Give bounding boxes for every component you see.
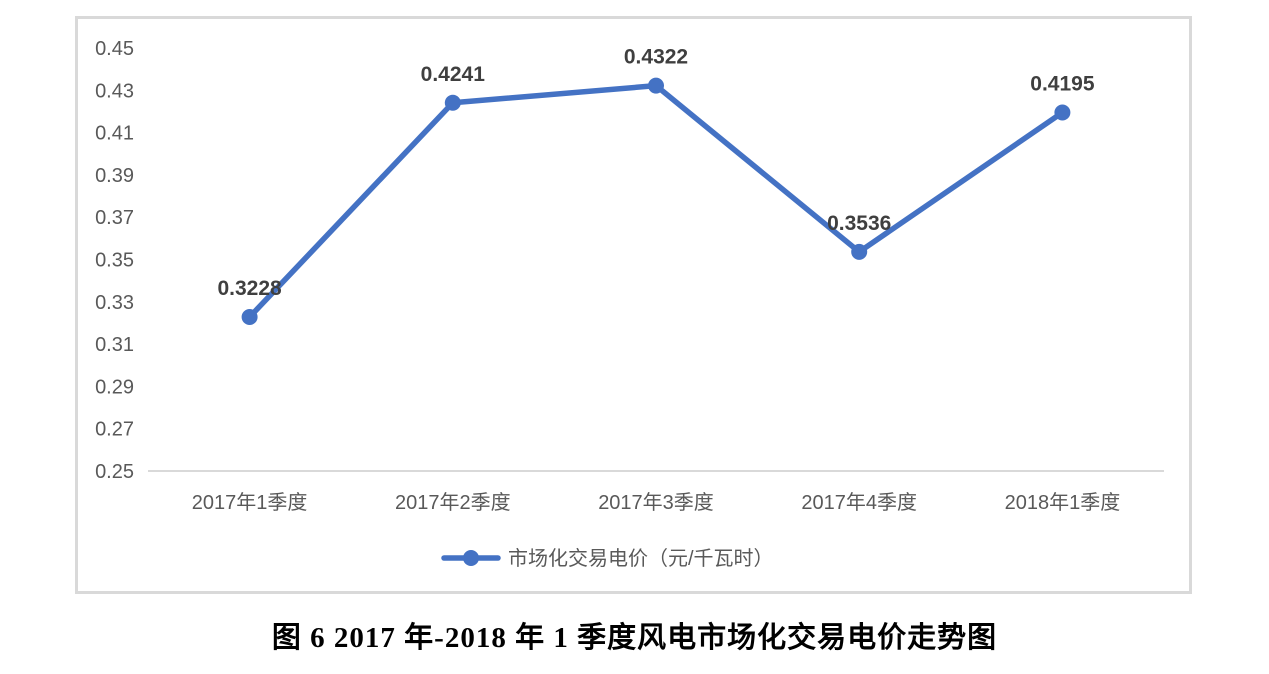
figure-caption: 图 6 2017 年-2018 年 1 季度风电市场化交易电价走势图	[271, 622, 998, 654]
y-tick-label: 0.39	[95, 165, 134, 187]
x-axis-label: 2018年1季度	[1005, 491, 1121, 514]
data-label: 0.4241	[421, 63, 486, 86]
series-line	[246, 82, 1066, 320]
y-tick-label: 0.35	[95, 250, 134, 272]
data-point-marker[interactable]	[241, 309, 258, 326]
data-point-marker[interactable]	[648, 77, 664, 94]
data-label: 0.3228	[217, 277, 282, 300]
legend-label: 市场化交易电价（元/千瓦时）	[508, 547, 774, 570]
y-tick-label: 0.31	[95, 334, 134, 356]
y-tick-label: 0.29	[95, 376, 134, 398]
data-label: 0.4195	[1030, 73, 1095, 96]
y-tick-label: 0.25	[95, 461, 134, 483]
x-axis-label: 2017年2季度	[395, 491, 511, 514]
data-label: 0.3536	[827, 212, 891, 235]
y-tick-label: 0.45	[95, 38, 134, 60]
y-tick-label: 0.37	[95, 207, 134, 229]
data-point-marker[interactable]	[851, 243, 868, 260]
line-chart: 0.45 0.43 0.41 0.39 0.37 0.35 0.33 0.31 0.29 0.27…	[95, 38, 1164, 570]
legend-marker-icon	[463, 550, 479, 566]
y-tick-label: 0.43	[95, 80, 134, 102]
y-tick-label: 0.27	[95, 419, 134, 441]
x-axis-label: 2017年4季度	[801, 491, 917, 514]
x-axis-label: 2017年3季度	[598, 491, 714, 514]
chart-frame: 0.45 0.43 0.41 0.39 0.37 0.35 0.33 0.31 0.29 0.27…	[75, 16, 1192, 594]
data-point-marker[interactable]	[1054, 104, 1071, 121]
x-axis-label: 2017年1季度	[192, 491, 308, 514]
data-point-marker[interactable]	[444, 94, 461, 111]
y-tick-label: 0.33	[95, 292, 134, 314]
y-tick-label: 0.41	[95, 123, 134, 145]
data-label: 0.4322	[624, 46, 688, 69]
